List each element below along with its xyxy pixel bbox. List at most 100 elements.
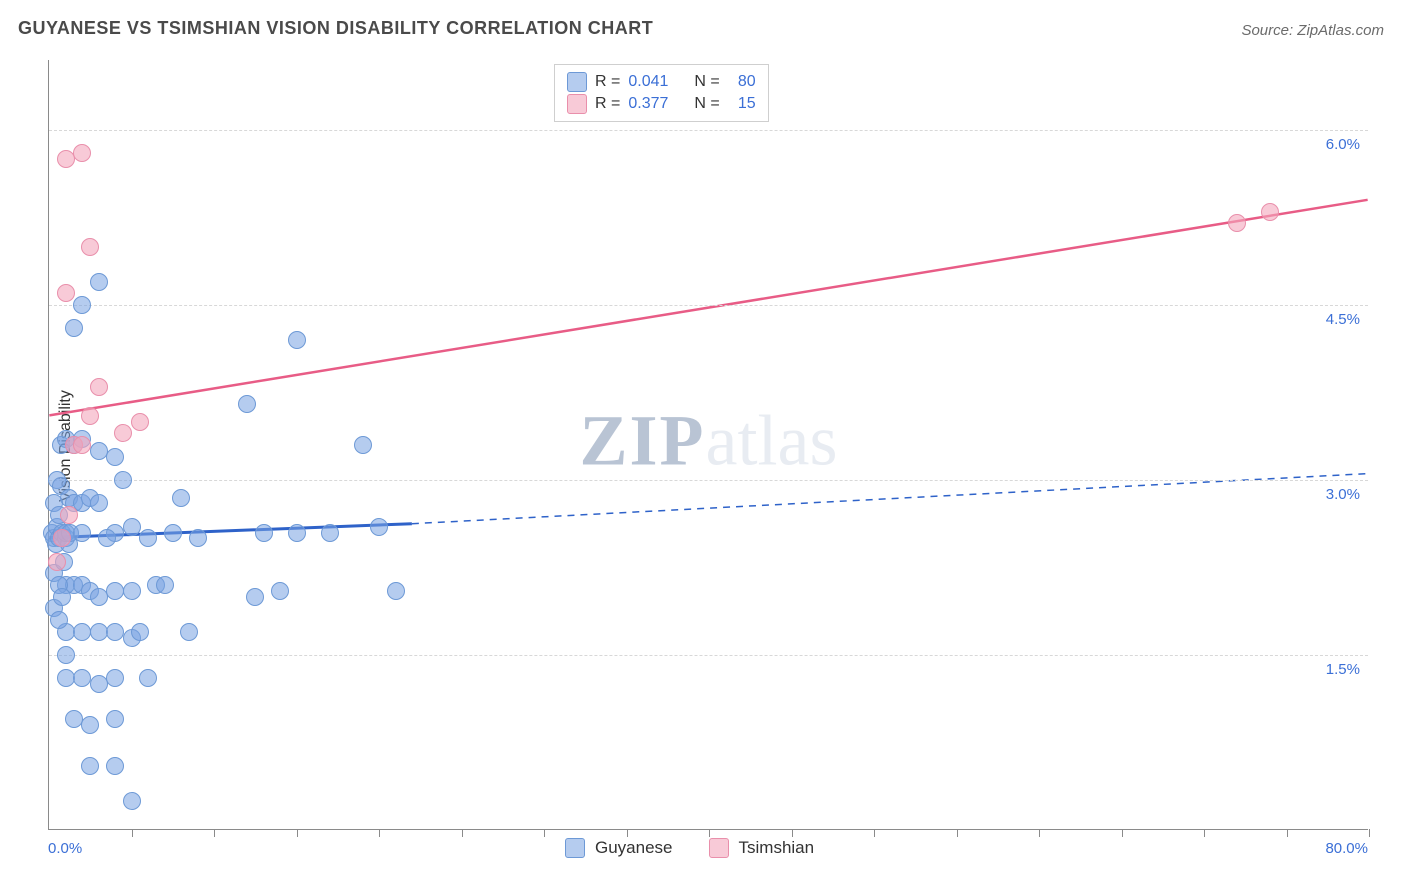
x-tick	[544, 829, 545, 837]
point-guyanese	[180, 623, 198, 641]
point-guyanese	[106, 623, 124, 641]
source-attribution: Source: ZipAtlas.com	[1241, 22, 1384, 39]
x-axis-max-label: 80.0%	[1325, 840, 1368, 857]
point-guyanese	[172, 489, 190, 507]
legend-n-label: N =	[694, 95, 719, 113]
point-tsimshian	[131, 413, 149, 431]
y-tick-label: 6.0%	[1326, 136, 1360, 153]
point-guyanese	[123, 792, 141, 810]
point-guyanese	[156, 576, 174, 594]
point-guyanese	[65, 319, 83, 337]
y-tick-label: 1.5%	[1326, 661, 1360, 678]
point-guyanese	[321, 524, 339, 542]
legend-n-value: 80	[728, 73, 756, 91]
legend-n-value: 15	[728, 95, 756, 113]
point-tsimshian	[81, 407, 99, 425]
point-tsimshian	[81, 238, 99, 256]
point-guyanese	[90, 623, 108, 641]
point-guyanese	[73, 669, 91, 687]
point-guyanese	[81, 757, 99, 775]
plot-area: ZIPatlas R =0.041N =80R =0.377N =15 1.5%…	[48, 60, 1368, 830]
legend-swatch	[567, 94, 587, 114]
point-tsimshian	[73, 144, 91, 162]
x-axis-min-label: 0.0%	[48, 840, 82, 857]
series-legend-label: Guyanese	[595, 838, 673, 858]
point-guyanese	[106, 448, 124, 466]
point-guyanese	[106, 582, 124, 600]
point-tsimshian	[73, 436, 91, 454]
point-guyanese	[255, 524, 273, 542]
x-tick	[297, 829, 298, 837]
x-tick	[1122, 829, 1123, 837]
point-guyanese	[50, 611, 68, 629]
gridline	[49, 130, 1368, 131]
point-guyanese	[288, 331, 306, 349]
point-tsimshian	[48, 553, 66, 571]
point-guyanese	[90, 273, 108, 291]
x-tick	[1039, 829, 1040, 837]
point-guyanese	[106, 757, 124, 775]
watermark-atlas: atlas	[706, 400, 838, 480]
point-tsimshian	[1261, 203, 1279, 221]
point-guyanese	[131, 623, 149, 641]
point-tsimshian	[57, 150, 75, 168]
chart-title: GUYANESE VS TSIMSHIAN VISION DISABILITY …	[18, 18, 653, 39]
trend-lines	[49, 60, 1368, 829]
point-guyanese	[73, 524, 91, 542]
point-guyanese	[387, 582, 405, 600]
legend-row: R =0.041N =80	[567, 71, 756, 93]
point-guyanese	[123, 518, 141, 536]
point-guyanese	[90, 675, 108, 693]
x-tick	[462, 829, 463, 837]
point-guyanese	[370, 518, 388, 536]
series-legend-label: Tsimshian	[739, 838, 815, 858]
point-guyanese	[189, 529, 207, 547]
point-guyanese	[164, 524, 182, 542]
x-tick	[627, 829, 628, 837]
point-tsimshian	[60, 506, 78, 524]
series-legend-item: Tsimshian	[709, 838, 815, 858]
legend-n-label: N =	[694, 73, 719, 91]
point-guyanese	[123, 582, 141, 600]
x-tick	[214, 829, 215, 837]
x-tick	[874, 829, 875, 837]
point-guyanese	[65, 710, 83, 728]
legend-swatch	[709, 838, 729, 858]
x-tick	[709, 829, 710, 837]
point-guyanese	[73, 623, 91, 641]
point-guyanese	[90, 588, 108, 606]
point-guyanese	[288, 524, 306, 542]
series-legend: Guyanese Tsimshian	[565, 838, 814, 858]
point-tsimshian	[57, 284, 75, 302]
legend-r-label: R =	[595, 73, 620, 91]
point-tsimshian	[114, 424, 132, 442]
watermark-zip: ZIP	[580, 400, 706, 480]
point-guyanese	[139, 529, 157, 547]
point-guyanese	[139, 669, 157, 687]
gridline	[49, 305, 1368, 306]
gridline	[49, 655, 1368, 656]
legend-r-value: 0.377	[628, 95, 676, 113]
point-guyanese	[53, 588, 71, 606]
correlation-legend: R =0.041N =80R =0.377N =15	[554, 64, 769, 122]
point-guyanese	[106, 669, 124, 687]
legend-r-label: R =	[595, 95, 620, 113]
point-guyanese	[271, 582, 289, 600]
y-tick-label: 3.0%	[1326, 486, 1360, 503]
x-tick	[1204, 829, 1205, 837]
legend-row: R = 0.377 N = 15	[567, 93, 756, 115]
point-guyanese	[354, 436, 372, 454]
point-tsimshian	[1228, 214, 1246, 232]
x-tick	[957, 829, 958, 837]
point-guyanese	[98, 529, 116, 547]
x-tick	[792, 829, 793, 837]
legend-swatch	[567, 72, 587, 92]
point-guyanese	[90, 494, 108, 512]
point-guyanese	[238, 395, 256, 413]
watermark: ZIPatlas	[580, 399, 838, 482]
gridline	[49, 480, 1368, 481]
x-tick	[132, 829, 133, 837]
point-guyanese	[81, 716, 99, 734]
x-tick	[1369, 829, 1370, 837]
point-tsimshian	[90, 378, 108, 396]
